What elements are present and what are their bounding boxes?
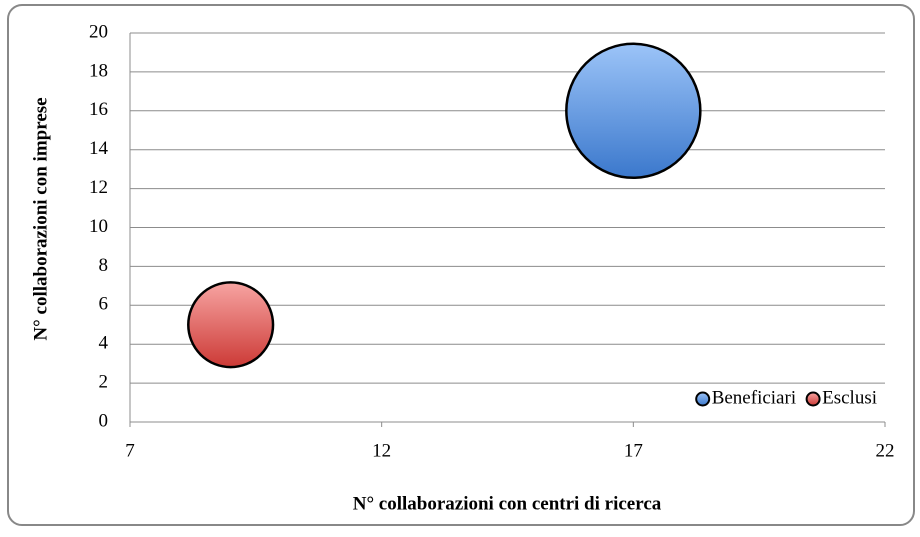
y-tick-label: 14: [89, 138, 109, 159]
y-tick-label: 4: [99, 333, 109, 354]
y-tick-label: 0: [99, 410, 109, 431]
x-tick-label: 12: [372, 440, 391, 461]
y-tick-label: 18: [89, 60, 108, 81]
x-tick-label: 7: [125, 440, 135, 461]
bubble: [187, 281, 275, 369]
y-tick-label: 10: [89, 216, 108, 237]
y-tick-label: 8: [99, 255, 109, 276]
bubble: [565, 42, 702, 180]
legend-label: Esclusi: [822, 387, 877, 408]
legend-marker: [695, 391, 711, 407]
x-tick-label: 22: [876, 440, 895, 461]
y-tick-label: 12: [89, 177, 108, 198]
y-tick-label: 16: [89, 99, 108, 120]
x-tick-label: 17: [624, 440, 643, 461]
x-axis-label: N° collaborazioni con centri di ricerca: [353, 493, 662, 514]
y-tick-label: 20: [89, 21, 108, 42]
legend-marker: [805, 391, 821, 407]
y-tick-label: 2: [99, 371, 109, 392]
y-axis-label: N° collaborazioni con imprese: [30, 97, 51, 340]
legend-label: Beneficiari: [712, 387, 796, 408]
y-tick-label: 6: [99, 294, 109, 315]
chart-frame: [7, 4, 915, 526]
